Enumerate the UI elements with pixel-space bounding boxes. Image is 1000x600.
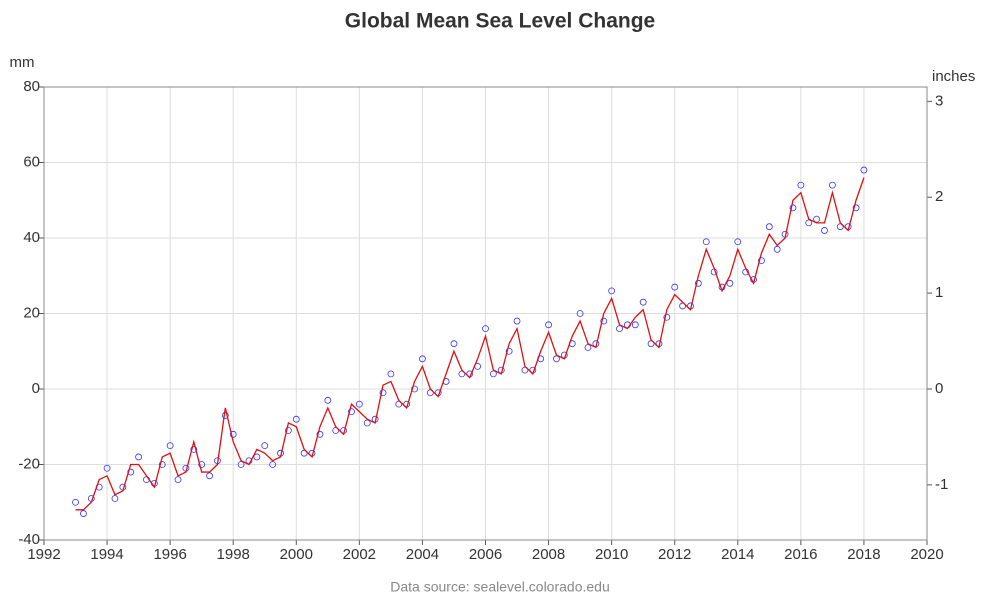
data-point (789, 204, 797, 212)
y-tick-label: 40 (23, 229, 40, 246)
x-tick-label: 2016 (784, 546, 817, 563)
data-point (324, 396, 332, 404)
data-point (135, 453, 143, 461)
y2-tick-label: -1 (935, 476, 948, 493)
data-point (671, 283, 679, 291)
x-tick-label: 2014 (721, 546, 754, 563)
data-point (174, 476, 182, 484)
data-point (111, 495, 119, 502)
data-point (363, 419, 371, 427)
data-point (734, 238, 742, 246)
x-tick-label: 2004 (406, 546, 439, 563)
data-point (639, 298, 647, 306)
y2-axis-label: inches (932, 68, 975, 85)
y-tick-label: 60 (23, 153, 40, 170)
y-axis-label: mm (10, 54, 35, 71)
y-tick-label: -20 (18, 455, 40, 472)
data-point (805, 219, 813, 227)
data-point (828, 181, 836, 189)
y2-tick-label: 1 (935, 284, 943, 301)
data-point (505, 347, 513, 355)
x-tick-label: 2010 (595, 546, 628, 563)
y-tick-label: 80 (23, 78, 40, 95)
data-point (348, 408, 355, 416)
x-tick-label: 1994 (90, 546, 123, 563)
x-tick-label: 2002 (343, 546, 376, 563)
data-point (127, 468, 135, 476)
trend-line (75, 177, 865, 511)
x-tick-label: 2006 (469, 546, 502, 563)
data-point (576, 310, 584, 317)
data-point (292, 415, 300, 423)
y-tick-label: 0 (32, 380, 40, 397)
data-point (702, 238, 710, 246)
data-point (253, 453, 261, 461)
data-point (206, 472, 213, 480)
x-tick-label: 2012 (658, 546, 691, 563)
data-point (261, 442, 269, 450)
x-tick-label: 2020 (910, 546, 943, 563)
data-point (852, 204, 860, 212)
data-point (237, 461, 245, 468)
data-point (773, 245, 781, 253)
data-point (821, 227, 828, 234)
x-tick-label: 2018 (847, 546, 880, 563)
x-tick-label: 2000 (280, 546, 313, 563)
data-point (198, 461, 206, 468)
y2-tick-label: 3 (935, 92, 943, 109)
data-point (355, 400, 363, 408)
data-point (616, 325, 623, 333)
plot-frame (43, 86, 928, 541)
data-point (450, 340, 458, 348)
y2-tick-label: 2 (935, 188, 943, 205)
data-point (726, 279, 734, 287)
data-point (797, 181, 805, 189)
data-point (316, 430, 324, 438)
data-point (411, 385, 418, 393)
data-point (285, 427, 292, 434)
data-point (80, 510, 87, 517)
data-point (553, 355, 560, 363)
data-point (190, 445, 198, 453)
data-point (631, 321, 639, 329)
x-tick-label: 1998 (217, 546, 250, 563)
x-tick-label: 2008 (532, 546, 565, 563)
data-point (584, 344, 592, 351)
data-point (158, 461, 166, 468)
y-tick-label: -40 (18, 531, 40, 548)
data-point (229, 430, 237, 438)
data-point (513, 317, 521, 325)
data-point (765, 223, 773, 231)
data-point (269, 461, 277, 468)
data-point (694, 279, 702, 287)
x-tick-label: 1996 (153, 546, 186, 563)
data-point (379, 389, 387, 397)
data-point (72, 498, 79, 506)
data-point (545, 321, 552, 329)
source-note: Data source: sealevel.colorado.edu (390, 579, 609, 595)
chart-title: Global Mean Sea Level Change (345, 10, 655, 33)
data-point (608, 287, 616, 295)
data-point (813, 215, 821, 223)
data-point (663, 313, 671, 321)
data-point (482, 325, 489, 333)
x-tick-label: 1992 (27, 546, 60, 563)
data-point (860, 166, 868, 174)
data-point (489, 370, 497, 378)
data-point (387, 370, 395, 378)
y2-tick-label: 0 (935, 380, 943, 397)
data-point (600, 317, 608, 325)
data-point (166, 442, 174, 450)
data-point (103, 464, 111, 472)
data-point (758, 257, 765, 265)
y-tick-label: 20 (23, 304, 40, 321)
data-point (419, 355, 426, 363)
